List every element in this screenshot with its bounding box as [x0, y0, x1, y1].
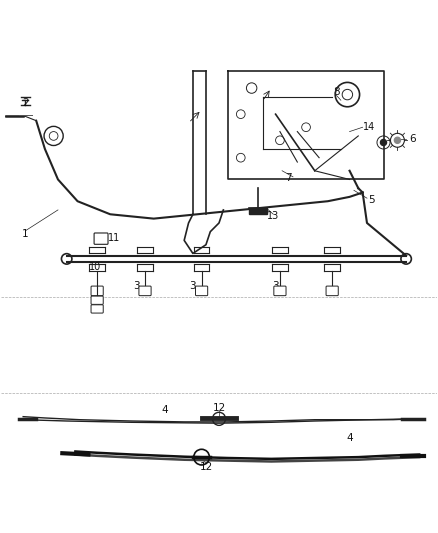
Circle shape — [394, 137, 400, 143]
Text: 4: 4 — [161, 405, 168, 415]
Text: 11: 11 — [109, 233, 121, 243]
Text: 9: 9 — [94, 298, 100, 309]
Text: 7: 7 — [285, 173, 292, 183]
FancyBboxPatch shape — [139, 286, 151, 296]
Text: 8: 8 — [333, 87, 340, 98]
Text: 2: 2 — [22, 98, 28, 108]
FancyBboxPatch shape — [94, 233, 108, 244]
Text: 5: 5 — [368, 195, 374, 205]
FancyBboxPatch shape — [274, 286, 286, 296]
FancyBboxPatch shape — [91, 296, 103, 304]
Text: 3: 3 — [190, 281, 196, 291]
Text: 4: 4 — [346, 433, 353, 443]
Text: 13: 13 — [267, 212, 279, 221]
Text: 1: 1 — [22, 229, 28, 239]
FancyBboxPatch shape — [91, 305, 103, 313]
Text: 14: 14 — [363, 122, 375, 132]
Text: 3: 3 — [272, 281, 279, 291]
Text: 12: 12 — [212, 403, 226, 413]
FancyBboxPatch shape — [195, 286, 208, 296]
Text: 12: 12 — [199, 462, 212, 472]
Text: 10: 10 — [89, 262, 101, 271]
FancyBboxPatch shape — [91, 286, 103, 296]
Text: 3: 3 — [133, 281, 140, 291]
FancyBboxPatch shape — [326, 286, 338, 296]
Circle shape — [381, 140, 387, 146]
Polygon shape — [250, 208, 267, 214]
Text: 6: 6 — [410, 134, 416, 144]
